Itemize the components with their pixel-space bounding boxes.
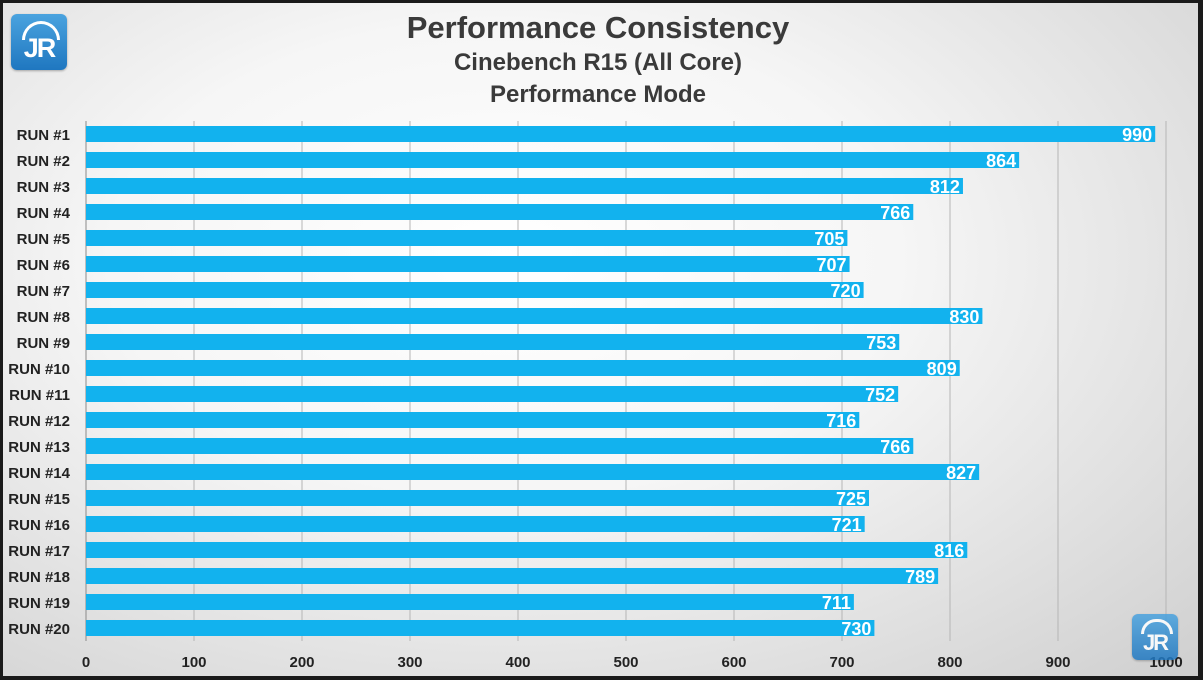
chart-title: Performance Consistency (406, 10, 790, 45)
value-label: 753 (866, 333, 896, 353)
value-label: 766 (880, 437, 910, 457)
chart-subtitle: Cinebench R15 (All Core) (453, 49, 743, 76)
value-label: 809 (927, 359, 957, 379)
value-label: 812 (930, 177, 960, 197)
category-label: RUN #16 (8, 517, 70, 534)
logo-watermark-text: JR (1142, 630, 1169, 655)
bar (86, 360, 960, 376)
bar (86, 178, 963, 194)
value-label: 705 (814, 229, 844, 249)
value-label: 864 (986, 151, 1016, 171)
bar (86, 568, 939, 584)
bar (86, 490, 869, 506)
bar (86, 542, 968, 558)
value-label: 707 (817, 255, 847, 275)
chart-frame: Performance Consistency Cinebench R15 (A… (3, 3, 1198, 676)
bar (86, 256, 850, 272)
value-label: 766 (880, 203, 910, 223)
jr-logo-watermark-icon: JR (1132, 614, 1178, 660)
chart-titles: Performance Consistency Cinebench R15 (A… (3, 9, 1193, 111)
bar (86, 204, 914, 220)
chart-subtitle-mode: Performance Mode (489, 81, 707, 108)
category-label: RUN #17 (8, 543, 70, 560)
x-tick-label: 100 (181, 654, 206, 671)
bar (86, 464, 980, 480)
bar (86, 334, 900, 350)
category-label: RUN #10 (8, 361, 70, 378)
x-tick-label: 800 (937, 654, 962, 671)
jr-logo-icon: JR (11, 14, 67, 70)
value-label: 827 (946, 463, 976, 483)
bar (86, 230, 848, 246)
category-label: RUN #9 (17, 335, 70, 352)
x-tick-label: 300 (397, 654, 422, 671)
x-tick-label: 900 (1045, 654, 1070, 671)
bar (86, 412, 860, 428)
x-tick-label: 700 (829, 654, 854, 671)
category-label: RUN #8 (17, 309, 70, 326)
bar (86, 282, 864, 298)
category-label: RUN #2 (17, 153, 70, 170)
value-label: 816 (934, 541, 964, 561)
value-label: 789 (905, 567, 935, 587)
category-label: RUN #18 (8, 569, 70, 586)
bar (86, 308, 983, 324)
bar (86, 516, 865, 532)
category-label: RUN #12 (8, 413, 70, 430)
bar (86, 438, 914, 454)
logo-text: JR (23, 33, 57, 63)
category-label: RUN #3 (17, 179, 70, 196)
bar-chart: RUN #1 990 RUN #2 864 RUN #3 812 RUN #4 766 RUN … (8, 121, 1183, 671)
category-label: RUN #14 (8, 465, 70, 482)
category-label: RUN #19 (8, 595, 70, 612)
bar (86, 386, 899, 402)
x-tick-label: 600 (721, 654, 746, 671)
bar (86, 126, 1156, 142)
value-label: 711 (822, 593, 851, 613)
category-label: RUN #20 (8, 621, 70, 638)
x-tick-label: 0 (82, 654, 90, 671)
category-label: RUN #5 (17, 231, 70, 248)
x-tick-label: 500 (613, 654, 638, 671)
bar (86, 152, 1020, 168)
category-label: RUN #13 (8, 439, 70, 456)
bar (86, 620, 875, 636)
value-label: 752 (865, 385, 895, 405)
value-label: 990 (1122, 125, 1152, 145)
category-label: RUN #1 (17, 127, 70, 144)
value-label: 720 (831, 281, 861, 301)
x-tick-label: 200 (289, 654, 314, 671)
value-label: 716 (826, 411, 856, 431)
value-label: 830 (949, 307, 979, 327)
category-label: RUN #7 (17, 283, 70, 300)
category-label: RUN #6 (17, 257, 70, 274)
category-label: RUN #11 (9, 387, 70, 404)
bar (86, 594, 854, 610)
value-label: 725 (836, 489, 866, 509)
value-label: 730 (841, 619, 871, 639)
value-label: 721 (832, 515, 862, 535)
category-label: RUN #15 (8, 491, 70, 508)
category-label: RUN #4 (17, 205, 71, 222)
x-tick-label: 400 (505, 654, 530, 671)
